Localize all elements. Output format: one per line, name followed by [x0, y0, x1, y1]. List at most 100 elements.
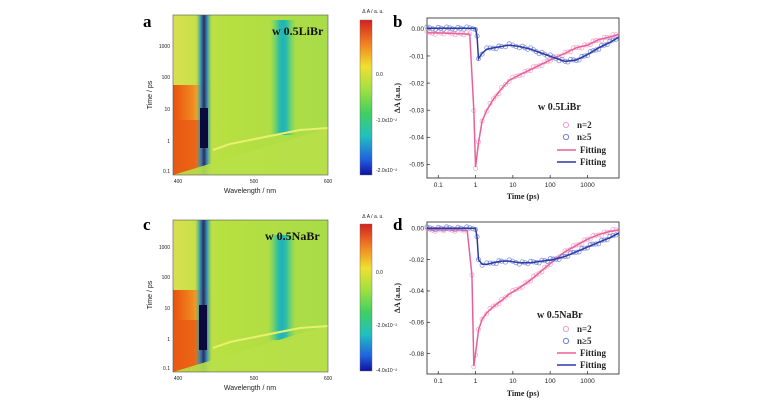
data-point-b-n5-54	[582, 53, 588, 59]
plot-frame-b	[426, 17, 620, 179]
x-axis-a: 400 500 600 Wavelength / nm	[174, 179, 333, 195]
data-point-b-n2-26	[502, 81, 508, 87]
ytick-a-3: 100	[162, 75, 171, 81]
legend-label-d-1: n≥5	[577, 336, 592, 346]
colorbar-tick-c-1: -2.0x10⁻²	[376, 323, 397, 329]
colorbar-tick-a-1: -1.0x10⁻²	[376, 118, 397, 124]
xtick-a-2: 600	[324, 179, 333, 185]
ytick-c-4: 1000	[159, 245, 170, 251]
colorbar-tick-c-2: -4.0x10⁻²	[376, 368, 397, 374]
xtick-d-0: 0.1	[434, 378, 443, 385]
colorbar-tick-a-0: 0.0	[376, 72, 383, 78]
data-point-b-n2-33	[525, 68, 531, 74]
xtick-b-3: 100	[545, 182, 556, 189]
ytick-b-4: -0.04	[409, 135, 424, 142]
legend-marker-d-0	[562, 325, 570, 333]
data-point-b-n5-11	[455, 24, 461, 30]
heatmap-title-c: w 0.5NaBr	[265, 229, 320, 243]
heatmap-a: w 0.5LiBr	[172, 14, 329, 176]
xtick-c-0: 400	[174, 376, 183, 382]
data-point-b-n2-40	[545, 58, 551, 64]
data-point-b-n5-4	[435, 24, 441, 30]
xtick-b-4: 1000	[580, 182, 595, 189]
legend-label-b-2: Fitting	[580, 145, 606, 155]
ylabel-d: ΔA (a.u.)	[393, 283, 402, 313]
data-point-b-n2-23	[493, 93, 499, 99]
fit-line-d-n2	[427, 229, 620, 367]
data-point-d-n5-27	[502, 259, 508, 265]
panel-c: c w 0.5NaBr 0.1 1 10 100 1000 Time / ps …	[143, 214, 397, 392]
data-point-d-n5-61	[601, 237, 607, 243]
legend-label-b-1: n≥5	[577, 132, 592, 142]
data-point-d-n5-32	[519, 259, 525, 265]
xlabel-b: Time (ps)	[507, 192, 540, 201]
data-point-d-n2-26	[502, 294, 508, 300]
data-point-d-n5-35	[528, 258, 534, 264]
data-point-d-n5-11	[455, 224, 461, 230]
data-point-d-n2-20	[484, 311, 490, 317]
xtick-d-2: 10	[509, 378, 517, 385]
plot-frame-d	[426, 221, 620, 375]
fit-line-b-n5	[427, 27, 620, 63]
ytick-a-2: 10	[164, 107, 170, 113]
data-point-d-n2-54	[584, 236, 590, 242]
colorbar-c: Δ A / a. u. 0.0 -2.0x10⁻² -4.0x10⁻²	[359, 214, 397, 374]
xtick-d-1: 1	[474, 378, 478, 385]
colorbar-title-c: Δ A / a. u.	[362, 214, 383, 220]
ytick-d-1: -0.02	[409, 257, 424, 264]
y-axis-a: 0.1 1 10 100 1000 Time / ps	[147, 44, 170, 175]
panel-b: b 0.1 1 10 100 1000 0.00 -0.01 -0.02 -0.03 -0.04 -…	[393, 12, 620, 201]
heatmap-title-a: w 0.5LiBr	[272, 24, 324, 38]
xlabel-d: Time (ps)	[507, 389, 540, 398]
ytick-d-0: 0.00	[411, 226, 424, 233]
ticks-b: 0.1 1 10 100 1000 0.00 -0.01 -0.02 -0.03 -0.04 -0.…	[409, 26, 595, 189]
panel-label-a: a	[143, 12, 152, 31]
data-point-b-n2-27	[506, 78, 512, 84]
legend-b: w 0.5LiBr n=2 n≥5 Fitting Fitting	[538, 102, 606, 167]
fit-line-b-n2	[427, 32, 620, 168]
data-point-d-n2-23	[493, 302, 499, 308]
legend-label-d-3: Fitting	[580, 360, 606, 370]
xtick-b-0: 0.1	[434, 182, 443, 189]
legend-title-b: w 0.5LiBr	[538, 102, 581, 113]
panel-a: a w 0.5LiBr 0.1 1 10 100 1000 Time / ps …	[143, 9, 397, 195]
xtick-b-2: 10	[509, 182, 517, 189]
xlabel-a: Wavelength / nm	[224, 188, 276, 195]
legend-d: w 0.5NaBr n=2 n≥5 Fitting Fitting	[537, 310, 606, 370]
ytick-b-0: 0.00	[411, 26, 424, 33]
panel-label-c: c	[143, 215, 151, 234]
legend-marker-d-1	[562, 337, 570, 345]
legend-label-b-3: Fitting	[580, 157, 606, 167]
panel-label-d: d	[393, 215, 403, 234]
ytick-c-2: 10	[164, 306, 170, 312]
colorbar-title-a: Δ A / a. u.	[362, 9, 383, 15]
data-point-b-n5-20	[479, 51, 485, 57]
heatmap-c: w 0.5NaBr	[172, 219, 329, 373]
ytick-b-5: -0.05	[409, 162, 424, 169]
xlabel-c: Wavelength / nm	[224, 385, 276, 392]
data-point-d-n2-47	[565, 247, 571, 253]
y-axis-c: 0.1 1 10 100 1000 Time / ps	[147, 245, 170, 372]
ytick-a-4: 1000	[159, 44, 170, 50]
legend-title-d: w 0.5NaBr	[537, 310, 583, 321]
ylabel-b: ΔA (a.u.)	[393, 83, 402, 113]
xtick-a-0: 400	[174, 179, 183, 185]
data-point-d-n2-33	[525, 279, 531, 285]
ytick-b-3: -0.03	[409, 108, 424, 115]
ytick-c-1: 1	[167, 337, 170, 343]
colorbar-tick-c-0: 0.0	[376, 270, 383, 276]
data-b	[424, 24, 620, 171]
ytick-d-3: -0.06	[409, 320, 424, 327]
ytick-d-2: -0.04	[409, 288, 424, 295]
ylabel-a: Time / ps	[147, 80, 154, 109]
x-axis-c: 400 500 600 Wavelength / nm	[174, 376, 333, 392]
data-d	[424, 224, 620, 370]
ytick-b-1: -0.01	[409, 53, 424, 60]
legend-marker-b-1	[562, 133, 570, 141]
fit-line-d-n5	[427, 227, 620, 266]
ytick-c-3: 100	[162, 275, 171, 281]
xtick-d-3: 100	[545, 378, 556, 385]
xtick-b-1: 1	[474, 182, 478, 189]
data-point-d-n5-4	[435, 224, 441, 230]
